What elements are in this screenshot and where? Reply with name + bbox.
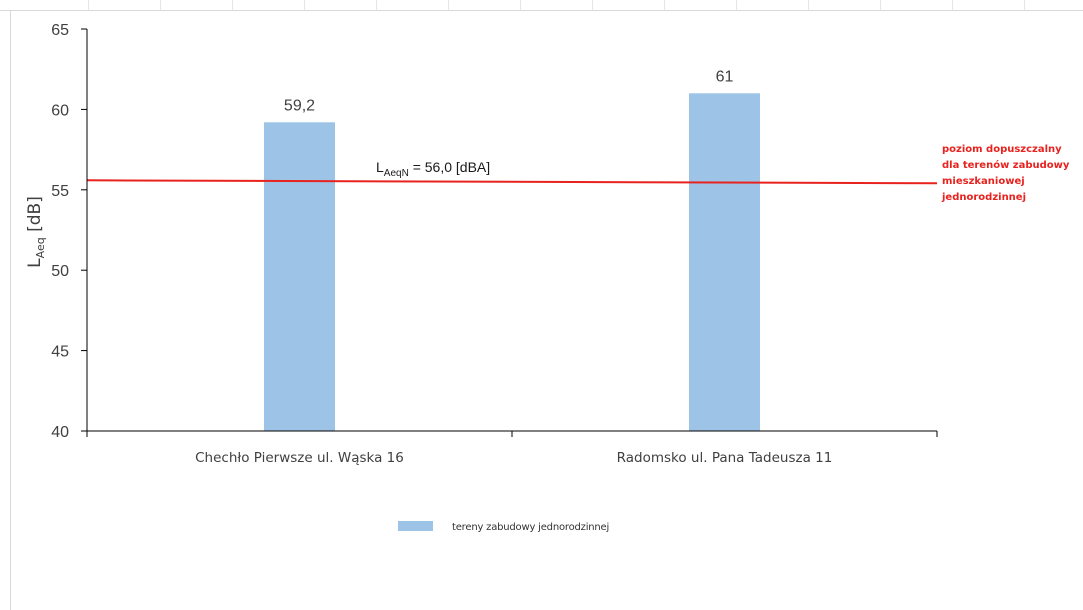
limit-note: poziom dopuszczalny dla terenów zabudowy… <box>941 144 1073 203</box>
column-divider <box>952 0 953 10</box>
sheet-top-border <box>0 10 1083 11</box>
column-divider <box>520 0 521 10</box>
limit-note-line: poziom dopuszczalny <box>942 144 1062 155</box>
labels-layer: 59,2 Chechło Pierwsze ul. Wąska 16 61 Radom… <box>51 22 832 466</box>
limit-note-line: jednorodzinnej <box>941 192 1026 203</box>
category-label: Chechło Pierwsze ul. Wąska 16 <box>195 450 404 466</box>
y-tick-label: 65 <box>51 22 69 39</box>
y-axis-title: LAeq [dB] <box>25 196 47 268</box>
data-label: 59,2 <box>284 97 315 114</box>
column-divider <box>304 0 305 10</box>
y-tick-label: 45 <box>51 344 69 361</box>
column-divider <box>808 0 809 10</box>
limit-note-line: dla terenów zabudowy <box>942 159 1070 171</box>
column-divider <box>736 0 737 10</box>
bar <box>264 122 335 432</box>
column-divider <box>448 0 449 10</box>
y-tick-label: 50 <box>51 263 69 280</box>
column-divider <box>664 0 665 10</box>
column-divider <box>1024 0 1025 10</box>
y-tick-label: 55 <box>51 183 69 200</box>
legend-swatch <box>398 521 433 531</box>
limit-annotation-main: L <box>376 159 384 175</box>
y-tick-label: 40 <box>51 424 69 441</box>
legend-label: tereny zabudowy jednorodzinnej <box>452 522 609 533</box>
category-label: Radomsko ul. Pana Tadeusza 11 <box>617 450 833 466</box>
y-axis-title-unit: [dB] <box>25 196 45 237</box>
column-divider <box>880 0 881 10</box>
axes-layer <box>81 28 938 437</box>
legend: tereny zabudowy jednorodzinnej <box>398 521 609 533</box>
data-label: 61 <box>716 68 734 85</box>
column-divider <box>88 0 89 10</box>
limit-note-line: mieszkaniowej <box>942 176 1025 187</box>
y-axis-title-subscript: Aeq <box>34 237 47 258</box>
bar <box>689 93 760 432</box>
y-tick-label: 60 <box>51 102 69 119</box>
reference-line <box>86 179 938 185</box>
column-divider <box>232 0 233 10</box>
column-divider <box>376 0 377 10</box>
y-axis-title-main: L <box>25 258 45 268</box>
limit-annotation-subscript: AeqN <box>384 168 409 179</box>
bars-layer <box>264 93 760 432</box>
limit-annotation-value: = 56,0 [dBA] <box>409 159 490 175</box>
column-divider <box>592 0 593 10</box>
reference-layer <box>86 179 938 185</box>
column-divider <box>160 0 161 10</box>
sheet-left-border <box>10 10 11 610</box>
limit-annotation: LAeqN = 56,0 [dBA] <box>376 159 490 179</box>
